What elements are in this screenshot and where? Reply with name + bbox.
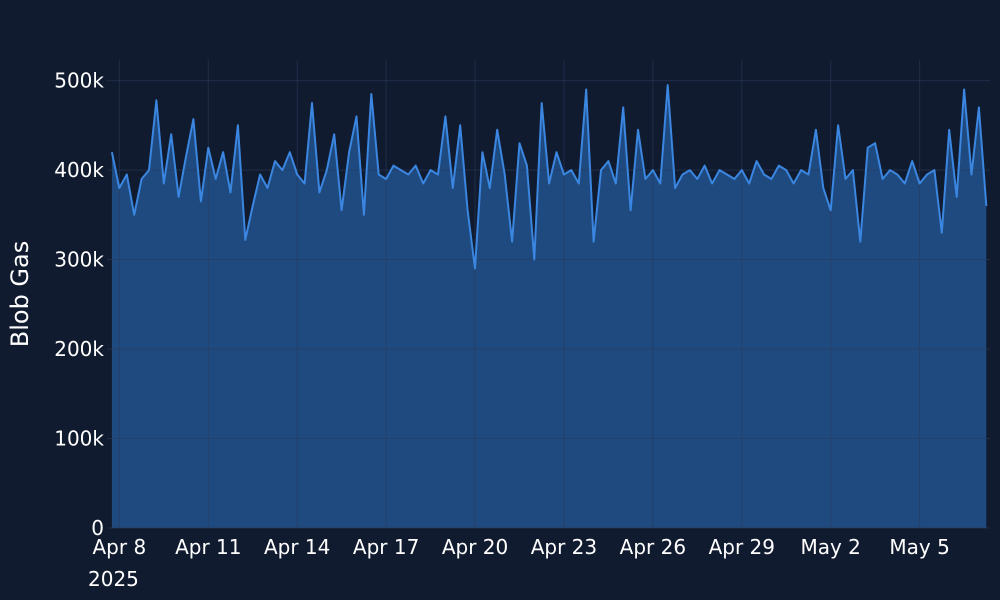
x-tick-label: Apr 29 <box>709 535 775 559</box>
line <box>110 84 988 270</box>
y-tick-label: 500k <box>54 69 104 93</box>
x-tick-label: Apr 11 <box>175 535 241 559</box>
x-year-label: 2025 <box>88 567 139 591</box>
y-axis-label: Blob Gas <box>6 241 34 348</box>
x-tick-label: Apr 20 <box>442 535 508 559</box>
x-tick-label: Apr 14 <box>264 535 330 559</box>
x-tick-label: May 5 <box>889 535 949 559</box>
x-tick-label: Apr 8 <box>93 535 147 559</box>
y-tick-label: 0 <box>91 516 104 540</box>
x-tick-label: Apr 17 <box>353 535 419 559</box>
x-tick-label: Apr 23 <box>531 535 597 559</box>
y-tick-label: 200k <box>54 337 104 361</box>
area <box>111 85 987 528</box>
y-tick-label: 100k <box>54 427 104 451</box>
x-tick-label: Apr 26 <box>620 535 686 559</box>
y-tick-label: 400k <box>54 158 104 182</box>
y-tick-label: 300k <box>54 248 104 272</box>
x-tick-label: May 2 <box>800 535 860 559</box>
